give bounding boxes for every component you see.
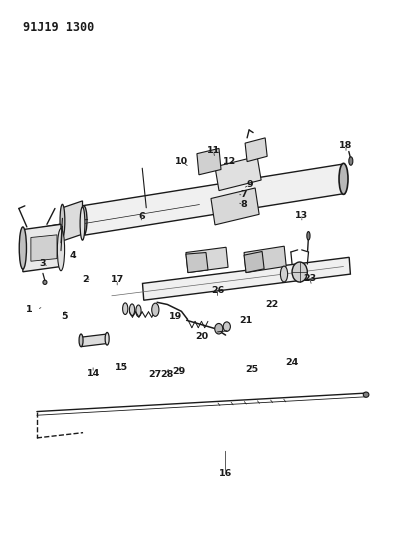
- Text: 20: 20: [195, 332, 208, 341]
- Text: 23: 23: [303, 273, 317, 282]
- Ellipse shape: [152, 303, 159, 317]
- Polygon shape: [215, 156, 261, 191]
- Ellipse shape: [349, 157, 353, 165]
- Polygon shape: [245, 138, 267, 161]
- Text: 24: 24: [285, 358, 298, 367]
- Polygon shape: [244, 252, 264, 272]
- Text: 2: 2: [82, 274, 88, 284]
- Text: 3: 3: [39, 260, 46, 268]
- Text: 22: 22: [265, 300, 278, 309]
- Polygon shape: [62, 201, 83, 241]
- Text: 26: 26: [211, 286, 224, 295]
- Ellipse shape: [280, 266, 288, 282]
- Text: 1: 1: [26, 305, 32, 314]
- Ellipse shape: [80, 206, 87, 235]
- Polygon shape: [186, 247, 228, 272]
- Text: 19: 19: [169, 312, 182, 321]
- Polygon shape: [23, 224, 61, 272]
- Text: 12: 12: [223, 157, 236, 166]
- Text: 29: 29: [172, 367, 185, 376]
- Ellipse shape: [43, 280, 47, 285]
- Polygon shape: [211, 188, 259, 225]
- Ellipse shape: [307, 231, 310, 240]
- Text: 14: 14: [86, 368, 100, 377]
- Text: 15: 15: [115, 364, 128, 372]
- Text: 5: 5: [62, 312, 68, 321]
- Text: 13: 13: [295, 212, 309, 220]
- Ellipse shape: [60, 204, 65, 238]
- Text: 27: 27: [148, 370, 161, 379]
- Ellipse shape: [223, 322, 230, 332]
- Polygon shape: [81, 334, 107, 346]
- Text: 17: 17: [111, 275, 124, 284]
- Text: 18: 18: [339, 141, 353, 150]
- Ellipse shape: [292, 262, 307, 282]
- Ellipse shape: [79, 334, 83, 346]
- Ellipse shape: [363, 392, 369, 397]
- Polygon shape: [186, 253, 208, 272]
- Polygon shape: [142, 257, 350, 300]
- Polygon shape: [197, 148, 221, 175]
- Ellipse shape: [129, 304, 135, 316]
- Ellipse shape: [215, 324, 223, 334]
- Text: 21: 21: [239, 316, 252, 325]
- Ellipse shape: [123, 303, 128, 314]
- Ellipse shape: [80, 207, 85, 240]
- Polygon shape: [244, 246, 286, 272]
- Text: 11: 11: [207, 146, 220, 155]
- Text: 28: 28: [160, 370, 173, 379]
- Ellipse shape: [105, 333, 109, 345]
- Text: 8: 8: [240, 200, 247, 209]
- Polygon shape: [31, 235, 57, 261]
- Text: 6: 6: [138, 212, 144, 221]
- Text: 91J19 1300: 91J19 1300: [23, 21, 94, 34]
- Ellipse shape: [57, 229, 65, 271]
- Ellipse shape: [136, 305, 141, 317]
- Text: 16: 16: [219, 469, 232, 478]
- Text: 25: 25: [245, 365, 258, 374]
- Text: 10: 10: [175, 157, 188, 166]
- Text: 9: 9: [246, 180, 253, 189]
- Text: 7: 7: [240, 190, 247, 199]
- Ellipse shape: [339, 163, 348, 195]
- Ellipse shape: [19, 227, 26, 269]
- Text: 4: 4: [70, 251, 77, 260]
- Polygon shape: [82, 164, 345, 235]
